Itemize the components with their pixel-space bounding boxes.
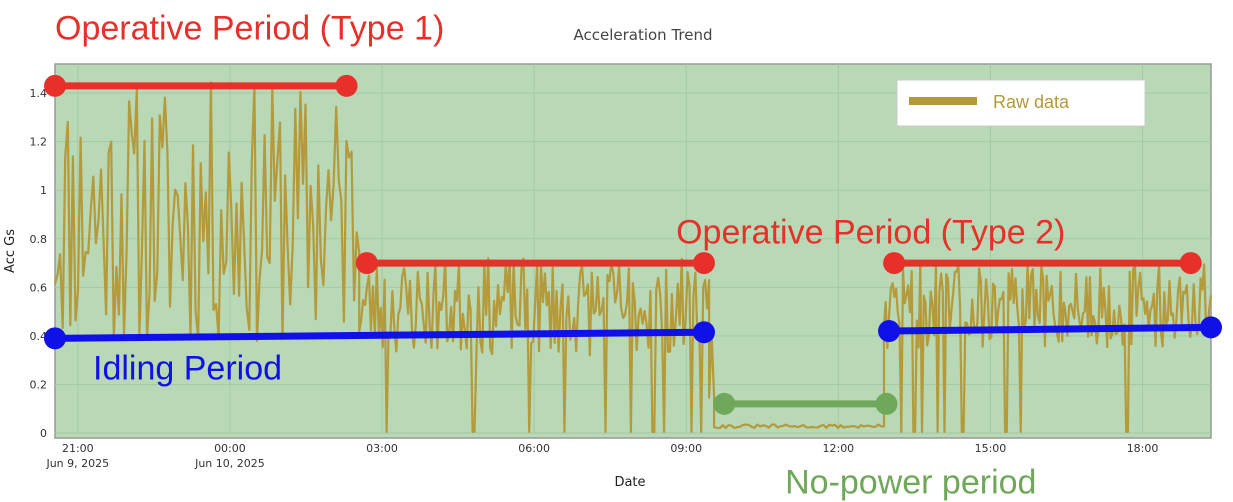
- x-tick-label: 18:00: [1127, 442, 1159, 455]
- annotation-marker-idling-b: [1200, 316, 1222, 339]
- x-tick-label: 09:00: [670, 442, 702, 455]
- y-tick-label: 0: [40, 427, 47, 440]
- x-tick-sublabel: Jun 10, 2025: [194, 457, 265, 470]
- x-tick-label: 06:00: [518, 442, 550, 455]
- y-axis-ticks: 0 0.2 0.4 0.6 0.8 1 1.2 1.4: [30, 87, 48, 440]
- x-axis-ticks: 21:00 Jun 9, 2025 00:00 Jun 10, 2025 03:00 06…: [45, 442, 1158, 470]
- annotation-marker-operative-type1: [44, 74, 66, 97]
- annotation-label-idling: Idling Period: [93, 350, 282, 388]
- y-tick-label: 1: [40, 184, 47, 197]
- grid-lines: [55, 64, 1211, 434]
- x-tick-label: 12:00: [822, 442, 854, 455]
- legend: Raw data: [896, 79, 1146, 127]
- y-tick-label: 0.4: [30, 330, 48, 343]
- annotation-label-operative-type2: Operative Period (Type 2): [676, 214, 1065, 252]
- y-tick-label: 1.4: [30, 87, 48, 100]
- legend-label-raw-data: Raw data: [993, 92, 1070, 112]
- annotation-marker-operative-type2-b: [883, 252, 906, 275]
- annotation-layer: Operative Period (Type 1) Operative Perio…: [44, 10, 1222, 502]
- annotation-marker-idling: [44, 327, 66, 350]
- x-axis-title: Date: [614, 475, 645, 490]
- y-tick-label: 0.8: [30, 233, 48, 246]
- annotation-marker-no-power: [713, 392, 736, 415]
- annotation-label-operative-type1: Operative Period (Type 1): [55, 10, 444, 48]
- series-line-raw-data: [53, 81, 1213, 433]
- y-tick-label: 0.2: [30, 378, 48, 391]
- annotation-marker-operative-type2: [355, 252, 378, 275]
- y-tick-label: 1.2: [30, 136, 48, 149]
- x-tick-label: 03:00: [366, 442, 398, 455]
- annotation-marker-idling: [692, 321, 715, 344]
- y-tick-label: 0.6: [30, 281, 48, 294]
- annotation-line-idling-b: [889, 323, 1212, 335]
- x-tick-label: 15:00: [975, 442, 1007, 455]
- annotation-marker-operative-type2: [692, 252, 715, 275]
- annotation-marker-operative-type1: [335, 74, 358, 97]
- x-tick-label: 00:00: [214, 442, 246, 455]
- y-axis-title: Acc Gs: [3, 229, 18, 273]
- series-layer: [53, 81, 1213, 433]
- chart-title: Acceleration Trend: [573, 26, 712, 44]
- annotation-marker-no-power: [875, 392, 898, 415]
- annotation-marker-operative-type2-b: [1179, 252, 1202, 275]
- annotation-label-no-power: No-power period: [785, 464, 1036, 502]
- x-tick-label: 21:00: [62, 442, 94, 455]
- annotation-marker-idling-b: [878, 320, 901, 343]
- x-tick-sublabel: Jun 9, 2025: [45, 457, 109, 470]
- annotation-line-idling: [54, 328, 705, 342]
